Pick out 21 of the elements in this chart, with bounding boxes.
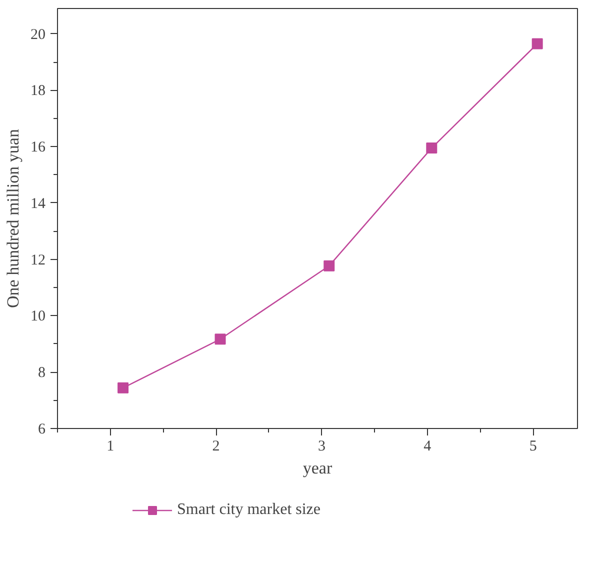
legend-label: Smart city market size (177, 501, 321, 519)
y-tick-label: 12 (30, 252, 46, 268)
x-tick-label: 1 (106, 438, 114, 454)
y-axis-title: One hundred million yuan (4, 128, 22, 308)
y-tick-label: 18 (30, 83, 46, 100)
point (426, 142, 438, 154)
x-axis-title: year (302, 458, 332, 478)
point (118, 382, 129, 394)
y-tick-label: 8 (38, 365, 46, 382)
x-tick-label: 2 (212, 438, 220, 454)
point (532, 38, 543, 50)
x-tick-label: 4 (424, 438, 432, 454)
x-tick-label: 3 (318, 438, 326, 454)
point (324, 260, 335, 272)
y-tick-label: 6 (38, 422, 46, 438)
y-tick-label: 20 (30, 26, 46, 43)
y-tick-label: 16 (30, 140, 46, 156)
point (214, 334, 226, 345)
x-tick-label: 5 (529, 438, 537, 454)
y-tick-label: 10 (30, 308, 46, 325)
y-tick-label: 14 (30, 196, 46, 212)
